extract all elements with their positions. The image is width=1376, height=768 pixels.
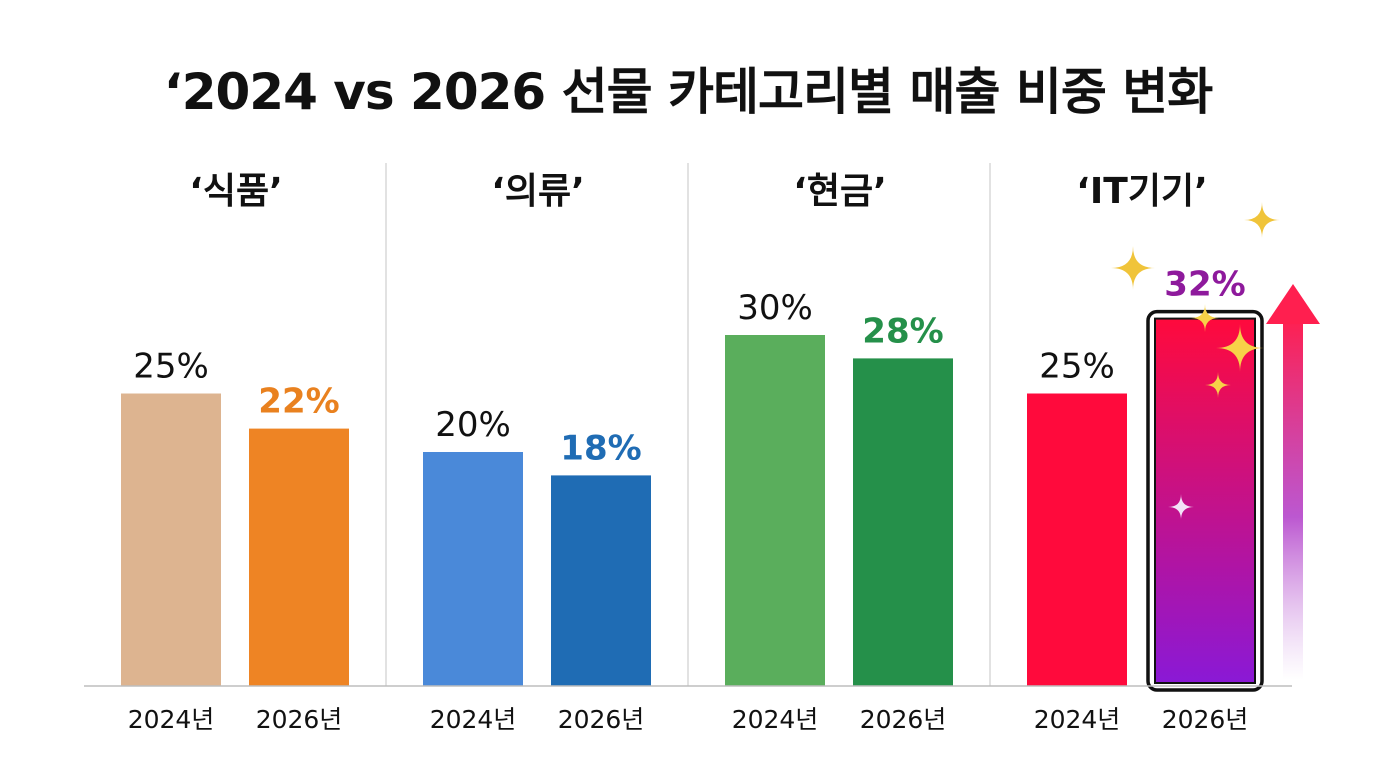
x-tick-label: 2026년	[256, 705, 343, 734]
bar-0	[725, 335, 825, 686]
value-label: 22%	[258, 382, 339, 422]
panel-title: ‘현금’	[793, 171, 887, 212]
value-label: 28%	[862, 311, 943, 351]
value-label: 20%	[435, 405, 511, 445]
panel-title: ‘의류’	[491, 171, 585, 212]
sparkle-icon	[1205, 372, 1231, 398]
sparkle-icon	[1191, 304, 1219, 332]
x-tick-label: 2024년	[1034, 705, 1121, 734]
panel-title: ‘식품’	[189, 171, 283, 212]
x-tick-label: 2024년	[128, 705, 215, 734]
value-label: 30%	[737, 288, 813, 328]
sparkle-icon	[1244, 202, 1280, 238]
sparkle-icon	[1168, 494, 1194, 520]
bar-1	[1154, 317, 1256, 684]
panel-title: ‘IT기기’	[1076, 171, 1208, 212]
increase-arrow-head	[1266, 284, 1320, 324]
value-label: 32%	[1164, 265, 1245, 305]
sparkle-icon	[1111, 246, 1155, 290]
bar-0	[1027, 393, 1127, 686]
bar-1	[551, 475, 651, 686]
sparkle-icon	[1216, 324, 1264, 372]
bar-1	[249, 428, 349, 686]
value-label: 25%	[1039, 347, 1115, 387]
x-tick-label: 2026년	[860, 705, 947, 734]
bar-0	[121, 393, 221, 686]
increase-arrow	[1283, 318, 1303, 680]
x-tick-label: 2024년	[732, 705, 819, 734]
value-label: 25%	[133, 347, 209, 387]
value-label: 18%	[560, 428, 641, 468]
bar-0	[423, 452, 523, 686]
x-tick-label: 2026년	[558, 705, 645, 734]
bar-1	[853, 358, 953, 686]
chart-title: ‘2024 vs 2026 선물 카테고리별 매출 비중 변화	[163, 63, 1214, 121]
x-tick-label: 2026년	[1162, 705, 1249, 734]
x-tick-label: 2024년	[430, 705, 517, 734]
